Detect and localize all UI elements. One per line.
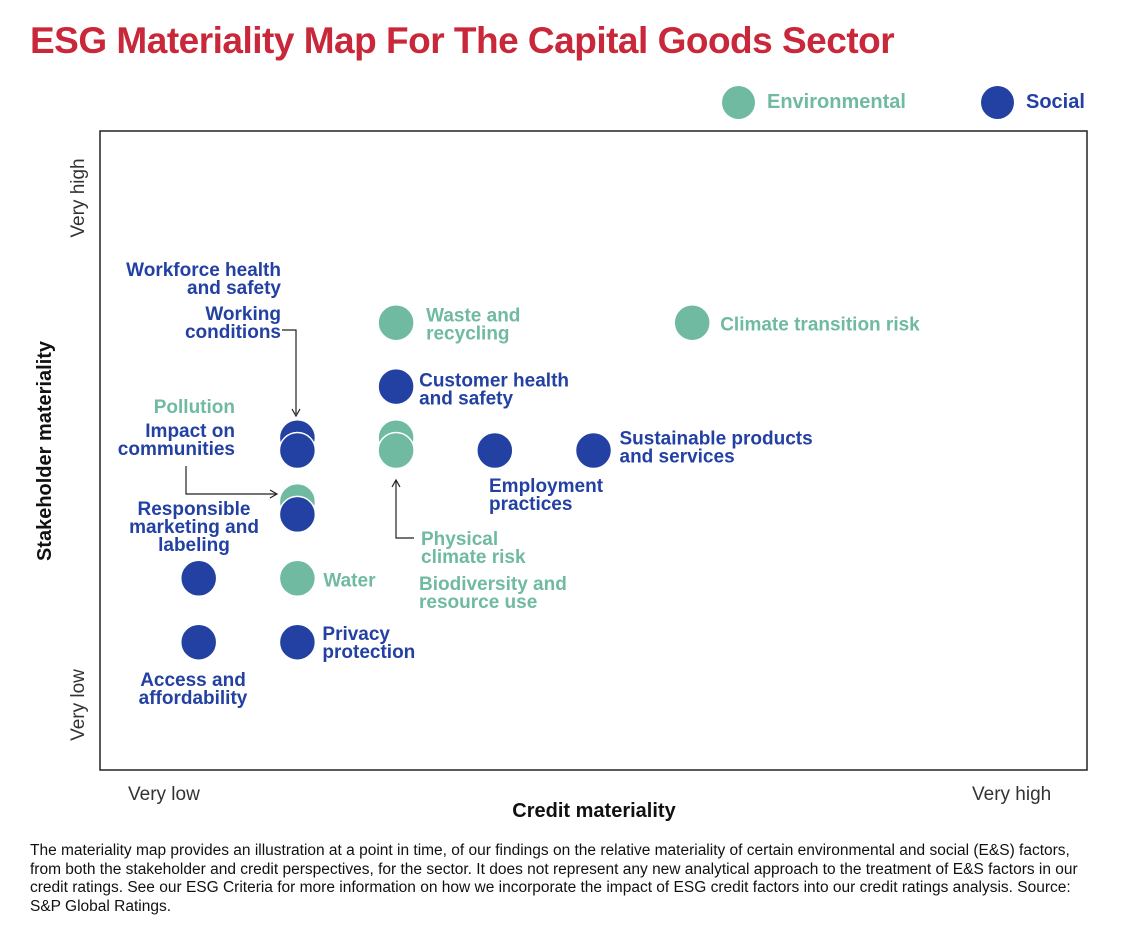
- legend-label-social: Social: [1026, 90, 1085, 113]
- label-access-and-affordability: Access and affordability: [139, 670, 248, 709]
- label-water: Water: [323, 570, 376, 591]
- label-working-conditions: Working conditions: [185, 304, 281, 343]
- label-impact-on-communities: Impact on communities: [118, 421, 235, 460]
- point-climate-transition-risk: [673, 303, 711, 342]
- point-privacy-protection: [278, 623, 317, 661]
- x-tick-high: Very high: [972, 784, 1052, 805]
- legend-entry-social: Social: [981, 85, 1085, 119]
- point-working-conditions: [278, 431, 317, 470]
- label-climate-transition-risk: Climate transition risk: [720, 315, 920, 336]
- point-customer-health-and-safety: [377, 367, 415, 406]
- label-employment-practices: Employment practices: [489, 476, 604, 515]
- label-workforce-health-and-safety: Workforce health and safety: [126, 260, 281, 299]
- label-physical-climate-risk: Physical climate risk: [421, 529, 526, 568]
- connector-physical-climate-risk: [391, 478, 414, 539]
- label-waste-and-recycling: Waste and recycling: [426, 306, 520, 345]
- point-water: [278, 559, 317, 598]
- plot-frame: [99, 130, 1088, 771]
- label-pollution: Pollution: [154, 397, 235, 418]
- label-sustainable-products-and-services: Sustainable products and services: [620, 429, 813, 468]
- y-tick-low: Very low: [68, 669, 89, 741]
- chart-title: ESG Materiality Map For The Capital Good…: [30, 20, 895, 61]
- connector-impact-on-communities: [185, 466, 279, 499]
- legend-entry-environmental: Environmental: [722, 85, 906, 119]
- connector-working-conditions: [282, 329, 301, 418]
- footnote: The materiality map provides an illustra…: [30, 842, 1078, 915]
- label-customer-health-and-safety: Customer health and safety: [419, 371, 569, 410]
- point-physical-climate-risk: [377, 431, 415, 470]
- point-impact-on-communities: [278, 495, 317, 534]
- point-employment-practices: [476, 431, 514, 470]
- social-legend-dot-icon: [981, 85, 1014, 119]
- y-tick-high: Very high: [68, 158, 89, 237]
- point-waste-and-recycling: [377, 303, 415, 342]
- x-axis-title: Credit materiality: [512, 800, 676, 822]
- label-privacy-protection: Privacy protection: [322, 624, 415, 663]
- point-sustainable-products-and-services: [574, 431, 613, 470]
- point-access-and-affordability: [179, 623, 218, 661]
- environmental-legend-dot-icon: [722, 85, 755, 119]
- legend-label-environmental: Environmental: [767, 90, 906, 113]
- y-axis-title: Stakeholder materiality: [34, 340, 56, 561]
- label-responsible-marketing-and-labeling: Responsible marketing and labeling: [129, 499, 259, 556]
- point-responsible-marketing-and-labeling: [179, 559, 218, 598]
- label-biodiversity-and-resource-use: Biodiversity and resource use: [419, 574, 567, 613]
- x-tick-low: Very low: [128, 784, 200, 805]
